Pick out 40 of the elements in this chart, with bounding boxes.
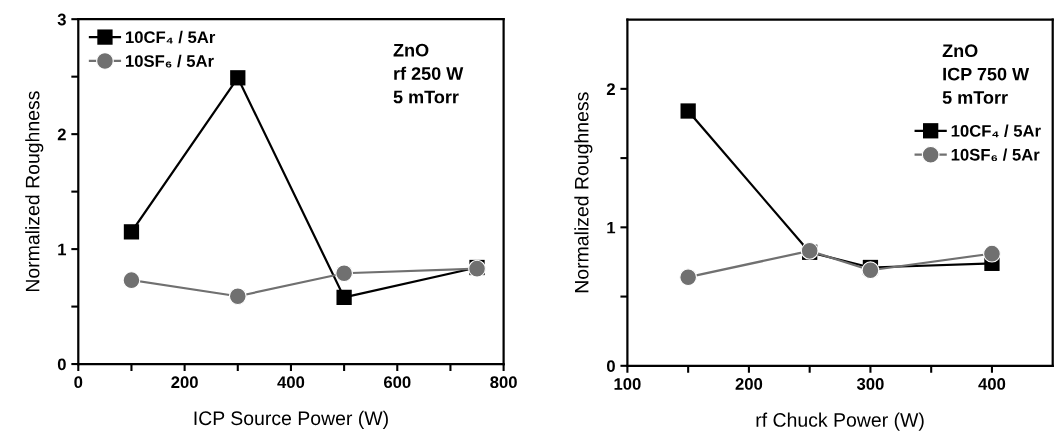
x-axis-title: ICP Source Power (W) xyxy=(194,410,388,429)
annotation: ZnO xyxy=(942,44,978,58)
x-tick-label: 200 xyxy=(735,378,763,390)
point xyxy=(123,224,140,240)
point xyxy=(228,287,247,306)
legend-label: 10CF₄ / 5Ar xyxy=(126,30,216,44)
y-axis-title: Normalized Roughness xyxy=(25,91,44,292)
annotation: 5 mTorr xyxy=(942,91,1008,104)
x-axis-title: rf Chuck Power (W) xyxy=(756,412,924,431)
x-tick-label: 100 xyxy=(614,378,641,390)
y-tick-label: 0 xyxy=(606,360,615,373)
y-tick-label: 1 xyxy=(607,221,616,234)
annotation: rf 250 W xyxy=(394,66,464,80)
x-tick-label: 800 xyxy=(490,376,517,389)
x-tick-label: 400 xyxy=(978,378,1006,390)
y-axis-title: Normalized Roughness xyxy=(574,92,593,293)
y-tick-label: 2 xyxy=(606,83,615,95)
legend-label: 10SF₆ / 5Ar xyxy=(951,148,1040,162)
point xyxy=(336,289,352,306)
annotation: 5 mTorr xyxy=(393,90,459,104)
x-tick-label: 300 xyxy=(856,378,884,390)
annotation: ICP 750 W xyxy=(943,67,1030,81)
legend-label: 10CF₄ / 5Ar xyxy=(951,124,1041,138)
point xyxy=(230,70,246,86)
point xyxy=(122,271,141,290)
y-tick-label: 1 xyxy=(58,243,67,256)
x-tick-label: 400 xyxy=(277,376,305,389)
y-tick-label: 3 xyxy=(57,13,66,26)
x-tick-label: 600 xyxy=(383,376,411,389)
x-tick-label: 0 xyxy=(74,376,83,389)
point xyxy=(335,264,354,283)
x-tick-label: 200 xyxy=(171,376,198,389)
legend-label: 10SF₆ / 5Ar xyxy=(126,54,214,68)
annotation: ZnO xyxy=(393,43,429,57)
point xyxy=(983,244,1001,263)
point xyxy=(861,261,880,280)
point xyxy=(679,268,698,287)
y-tick-label: 0 xyxy=(57,358,66,371)
y-tick-label: 2 xyxy=(57,128,66,141)
point xyxy=(680,103,696,119)
